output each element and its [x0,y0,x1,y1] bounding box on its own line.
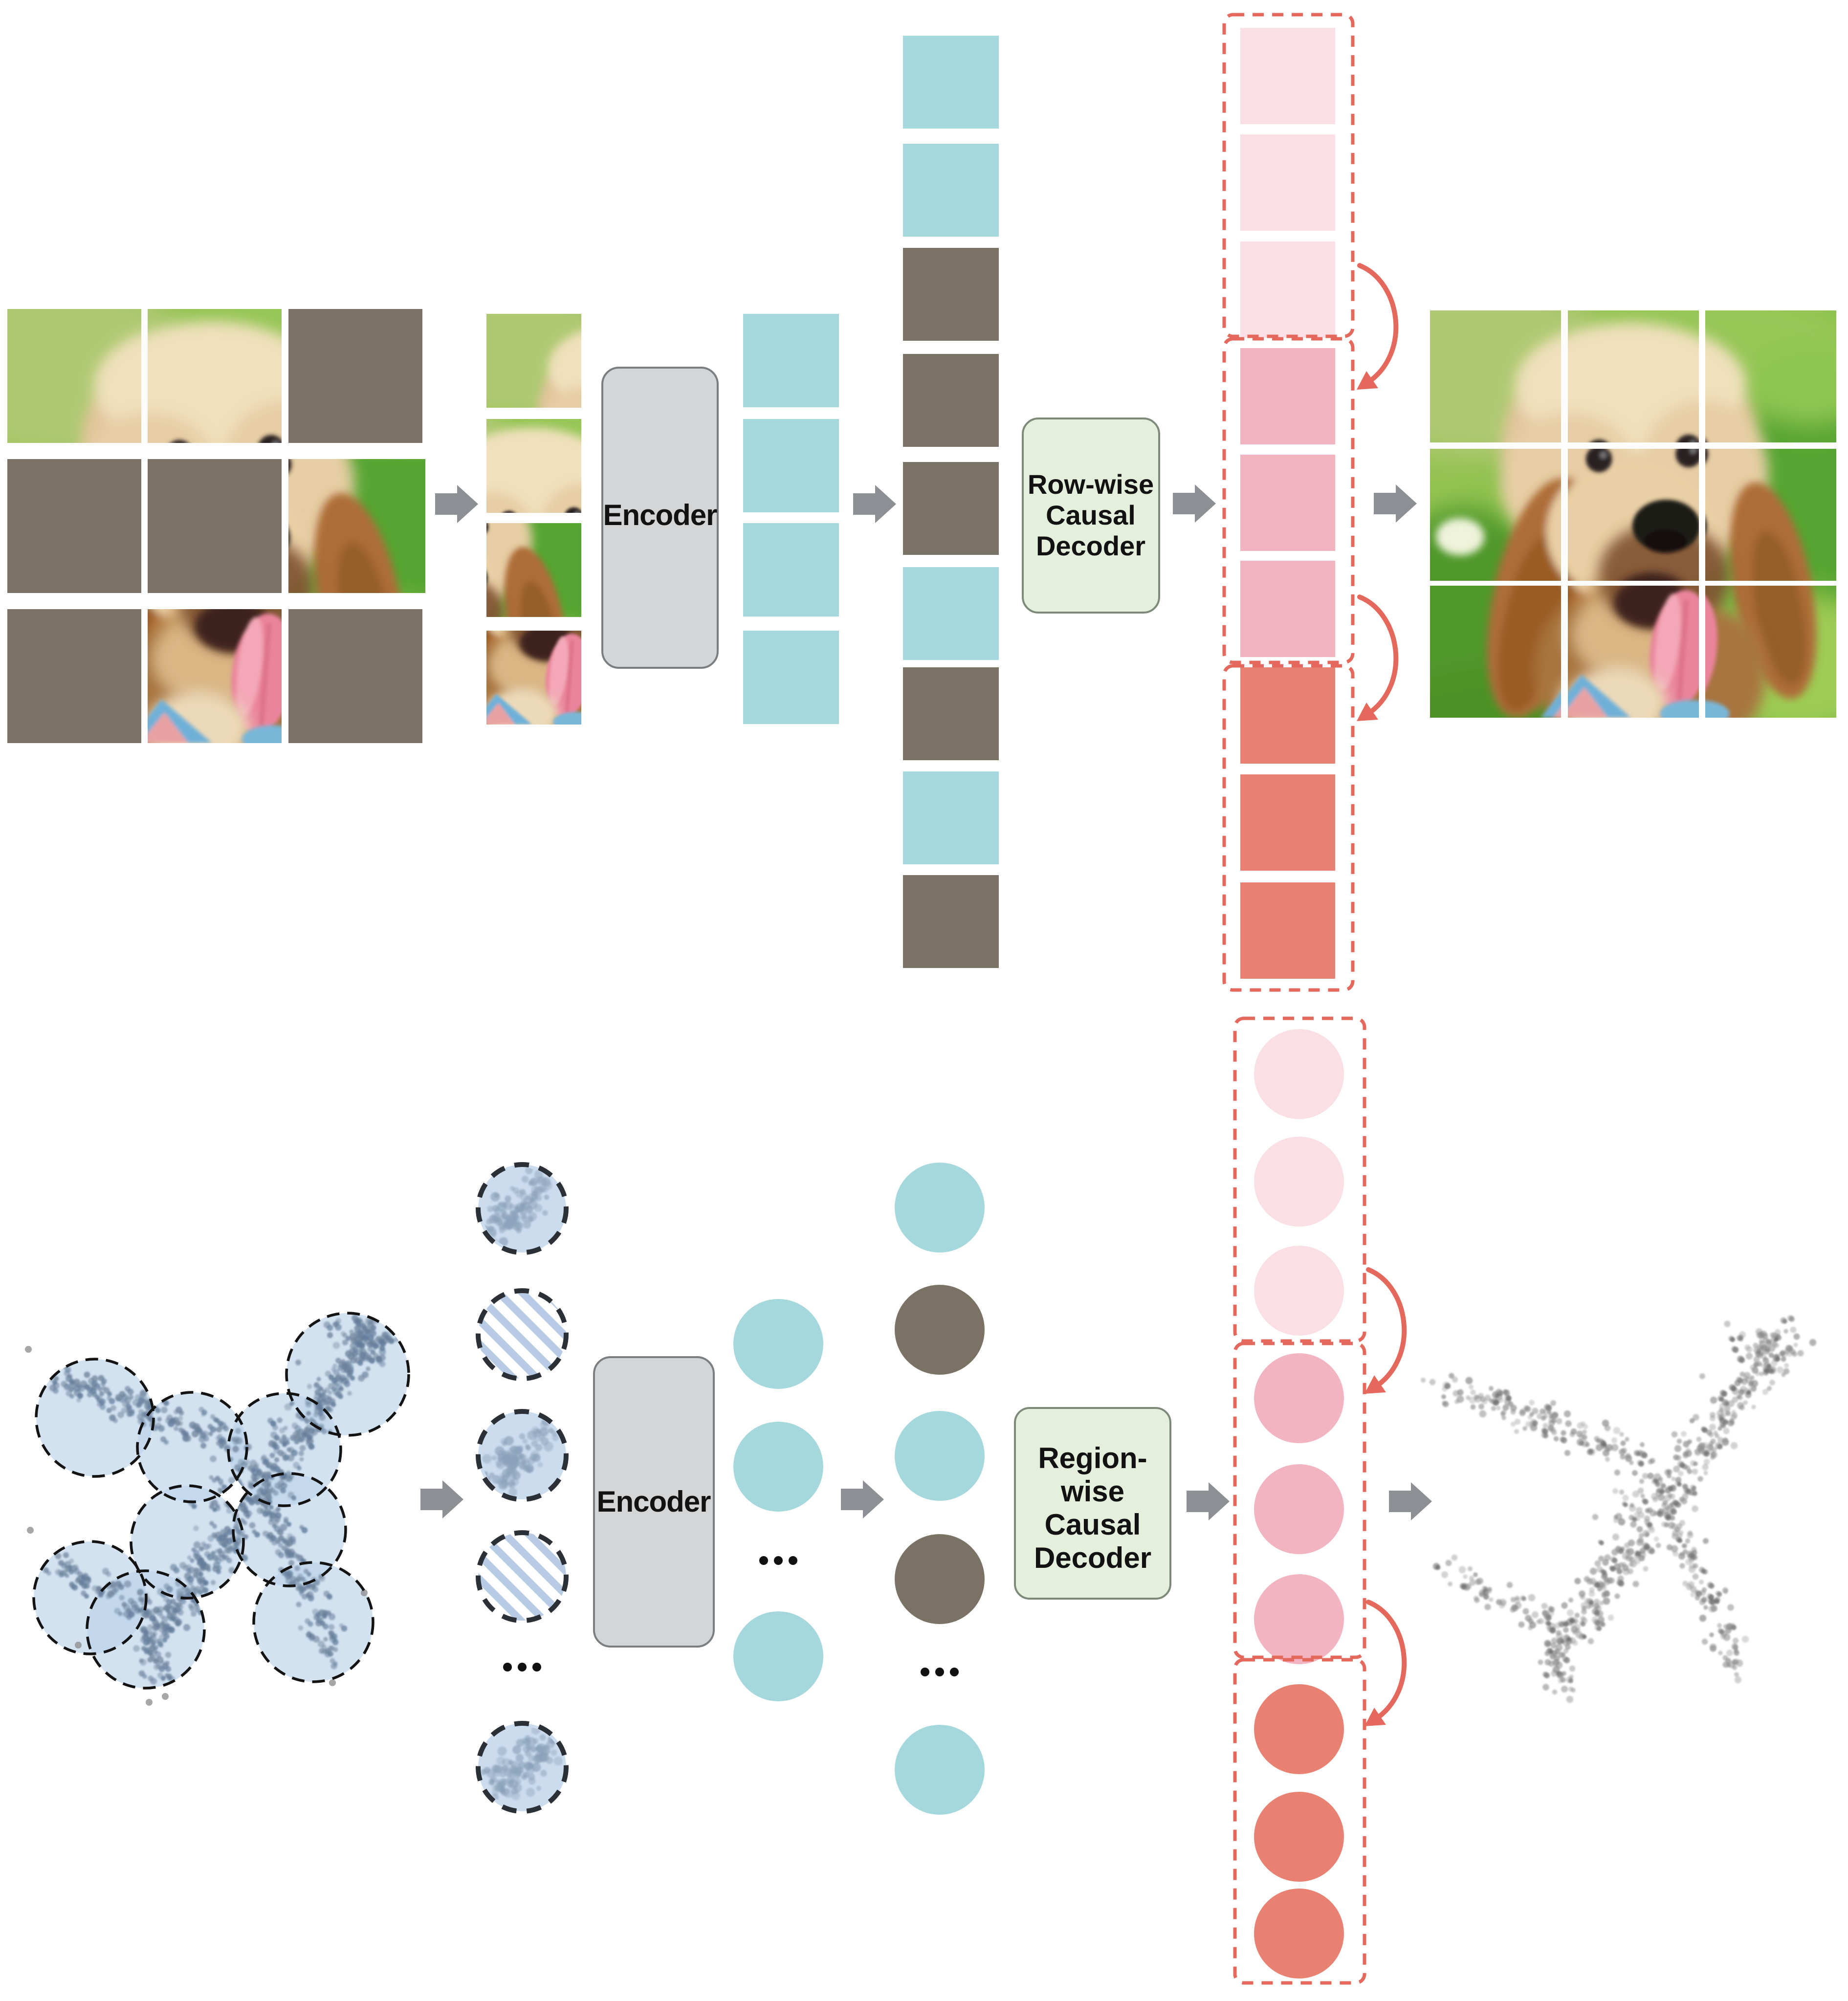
svg-text:Region-: Region- [1038,1442,1147,1474]
svg-text:Causal: Causal [1045,1508,1141,1541]
svg-text:Row-wise: Row-wise [1028,469,1154,500]
svg-text:Encoder: Encoder [603,499,717,531]
svg-text:Encoder: Encoder [596,1485,711,1518]
svg-text:Decoder: Decoder [1034,1541,1151,1574]
svg-text:Decoder: Decoder [1036,530,1145,561]
svg-text:wise: wise [1060,1475,1124,1508]
svg-text:Causal: Causal [1046,500,1136,530]
